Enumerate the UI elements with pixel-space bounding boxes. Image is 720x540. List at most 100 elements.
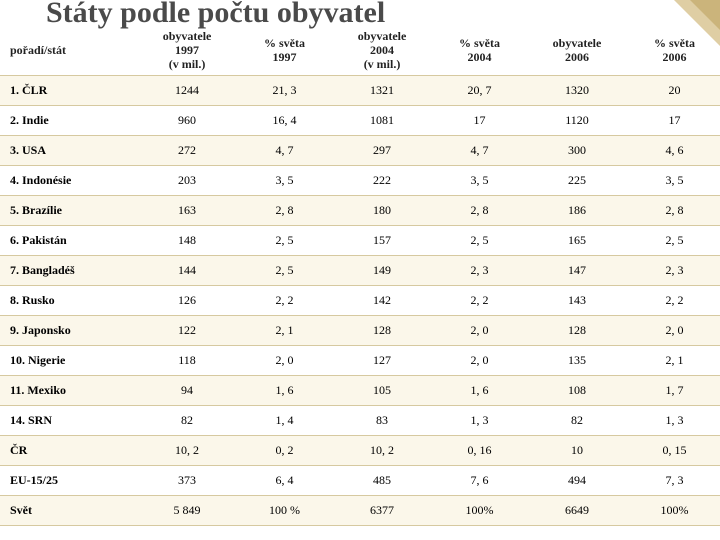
- table-row: 3. USA2724, 72974, 73004, 6: [0, 136, 720, 166]
- table-cell: 2, 5: [629, 226, 720, 256]
- table-cell: 8. Rusko: [0, 286, 135, 316]
- table-cell: 100%: [629, 496, 720, 526]
- table-cell: 118: [135, 346, 239, 376]
- table-cell: 203: [135, 166, 239, 196]
- table-cell: 2. Indie: [0, 106, 135, 136]
- table-cell: 2, 2: [434, 286, 525, 316]
- table-cell: 100%: [434, 496, 525, 526]
- table-cell: 485: [330, 466, 434, 496]
- table-cell: 186: [525, 196, 629, 226]
- table-cell: 297: [330, 136, 434, 166]
- table-cell: 272: [135, 136, 239, 166]
- table-cell: 10. Nigerie: [0, 346, 135, 376]
- table-cell: 82: [525, 406, 629, 436]
- table-cell: 128: [330, 316, 434, 346]
- table-cell: 135: [525, 346, 629, 376]
- table-cell: 17: [434, 106, 525, 136]
- table-header-row: pořadí/stát obyvatele1997(v mil.) % svět…: [0, 26, 720, 76]
- table-cell: 9. Japonsko: [0, 316, 135, 346]
- table-cell: 10, 2: [135, 436, 239, 466]
- table-cell: 180: [330, 196, 434, 226]
- table-cell: 0, 15: [629, 436, 720, 466]
- table-cell: 1, 3: [434, 406, 525, 436]
- table-cell: EU-15/25: [0, 466, 135, 496]
- table-cell: 2, 5: [239, 226, 330, 256]
- table-cell: ČR: [0, 436, 135, 466]
- table-cell: 126: [135, 286, 239, 316]
- table-cell: 3, 5: [239, 166, 330, 196]
- table-row: 2. Indie96016, 4108117112017: [0, 106, 720, 136]
- table-cell: 144: [135, 256, 239, 286]
- table-row: 14. SRN821, 4831, 3821, 3: [0, 406, 720, 436]
- table-cell: 1081: [330, 106, 434, 136]
- table-cell: 300: [525, 136, 629, 166]
- table-cell: 94: [135, 376, 239, 406]
- table-cell: 165: [525, 226, 629, 256]
- table-cell: 105: [330, 376, 434, 406]
- table-cell: 2, 3: [434, 256, 525, 286]
- table-cell: 4, 7: [434, 136, 525, 166]
- table-row: 11. Mexiko941, 61051, 61081, 7: [0, 376, 720, 406]
- col-header: % světa2004: [434, 26, 525, 76]
- table-cell: 10, 2: [330, 436, 434, 466]
- table-cell: 128: [525, 316, 629, 346]
- table-cell: 148: [135, 226, 239, 256]
- table-cell: 2, 8: [434, 196, 525, 226]
- table-cell: 82: [135, 406, 239, 436]
- table-cell: 108: [525, 376, 629, 406]
- table-cell: 1, 7: [629, 376, 720, 406]
- table-cell: 149: [330, 256, 434, 286]
- table-cell: 20: [629, 76, 720, 106]
- table-cell: 3, 5: [629, 166, 720, 196]
- table-cell: 2, 8: [629, 196, 720, 226]
- table-cell: 143: [525, 286, 629, 316]
- table-cell: 2, 1: [629, 346, 720, 376]
- table-cell: 2, 5: [434, 226, 525, 256]
- table-cell: 7, 3: [629, 466, 720, 496]
- col-header: obyvatele2006: [525, 26, 629, 76]
- table-cell: 0, 16: [434, 436, 525, 466]
- population-table: pořadí/stát obyvatele1997(v mil.) % svět…: [0, 26, 720, 526]
- table-row: ČR10, 20, 210, 20, 16100, 15: [0, 436, 720, 466]
- table-cell: 1, 3: [629, 406, 720, 436]
- table-cell: 5. Brazílie: [0, 196, 135, 226]
- table-cell: 20, 7: [434, 76, 525, 106]
- table-cell: 83: [330, 406, 434, 436]
- table-row: Svět5 849100 %6377100%6649100%: [0, 496, 720, 526]
- table-cell: 3, 5: [434, 166, 525, 196]
- table-cell: 1244: [135, 76, 239, 106]
- table-cell: 16, 4: [239, 106, 330, 136]
- table-cell: 142: [330, 286, 434, 316]
- table-row: 4. Indonésie2033, 52223, 52253, 5: [0, 166, 720, 196]
- col-header: % světa1997: [239, 26, 330, 76]
- table-cell: 960: [135, 106, 239, 136]
- table-cell: 7, 6: [434, 466, 525, 496]
- table-cell: 1, 6: [434, 376, 525, 406]
- table-cell: 163: [135, 196, 239, 226]
- col-header: obyvatele1997(v mil.): [135, 26, 239, 76]
- table-cell: 1, 4: [239, 406, 330, 436]
- table-cell: 3. USA: [0, 136, 135, 166]
- table-cell: 2, 8: [239, 196, 330, 226]
- table-cell: 100 %: [239, 496, 330, 526]
- table-cell: 5 849: [135, 496, 239, 526]
- table-cell: 2, 0: [434, 316, 525, 346]
- table-cell: 225: [525, 166, 629, 196]
- table-cell: 1, 6: [239, 376, 330, 406]
- table-cell: 4, 7: [239, 136, 330, 166]
- table-cell: 2, 1: [239, 316, 330, 346]
- table-cell: 1320: [525, 76, 629, 106]
- table-row: EU-15/253736, 44857, 64947, 3: [0, 466, 720, 496]
- table-cell: 2, 2: [239, 286, 330, 316]
- table-row: 6. Pakistán1482, 51572, 51652, 5: [0, 226, 720, 256]
- table-cell: 1321: [330, 76, 434, 106]
- table-row: 10. Nigerie1182, 01272, 01352, 1: [0, 346, 720, 376]
- table-cell: 2, 0: [629, 316, 720, 346]
- table-cell: 0, 2: [239, 436, 330, 466]
- col-header: pořadí/stát: [0, 26, 135, 76]
- table-cell: 2, 0: [239, 346, 330, 376]
- table-cell: 7. Bangladéš: [0, 256, 135, 286]
- table-cell: Svět: [0, 496, 135, 526]
- table-cell: 10: [525, 436, 629, 466]
- table-cell: 157: [330, 226, 434, 256]
